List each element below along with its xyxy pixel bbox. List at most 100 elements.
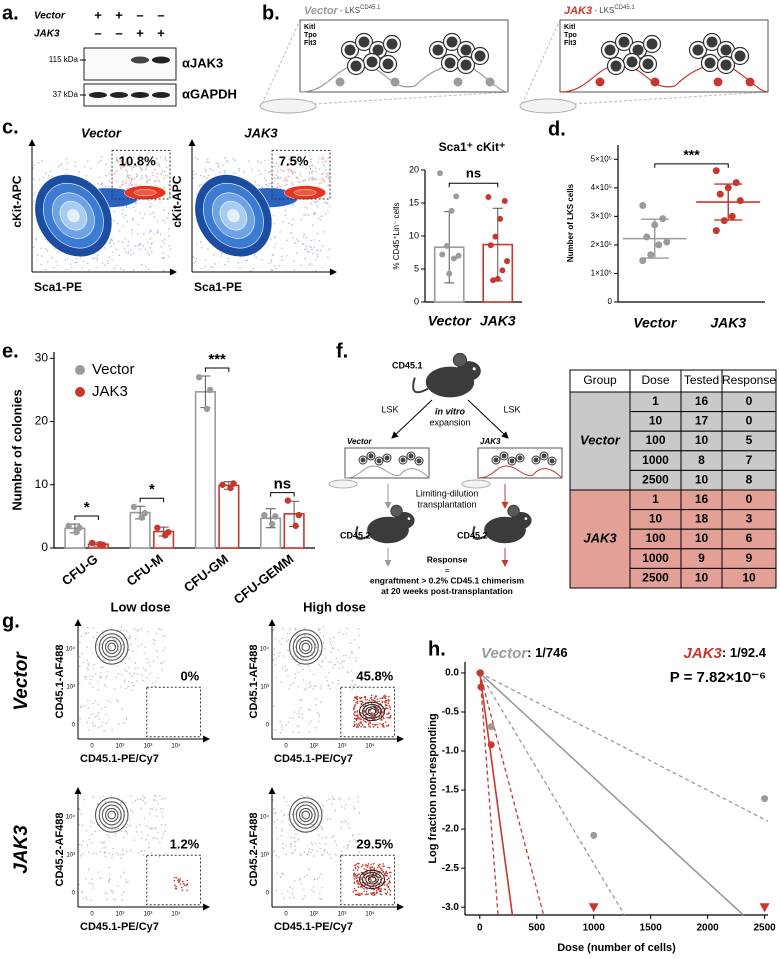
flow-event bbox=[131, 675, 133, 677]
flow-event bbox=[307, 795, 309, 797]
flow-event bbox=[300, 882, 303, 885]
flow-event bbox=[124, 668, 126, 671]
flow-event bbox=[115, 676, 118, 678]
flow-event bbox=[334, 664, 337, 666]
y-tick-label: 0 bbox=[41, 540, 48, 554]
flow-event bbox=[108, 866, 110, 869]
flow-event bbox=[86, 667, 88, 669]
flow-event bbox=[125, 168, 128, 171]
flow-event bbox=[261, 186, 263, 188]
table-value: 9 bbox=[746, 551, 753, 565]
flow-event bbox=[78, 807, 80, 810]
flow-event bbox=[307, 161, 310, 163]
flow-event bbox=[181, 889, 184, 892]
flow-event bbox=[372, 718, 375, 721]
flow-event bbox=[97, 688, 99, 691]
cell-nucleus bbox=[610, 60, 622, 72]
flow-event bbox=[85, 896, 87, 899]
flow-event bbox=[292, 218, 294, 220]
flow-event bbox=[281, 637, 284, 640]
flow-event bbox=[331, 797, 334, 800]
flow-event bbox=[282, 842, 284, 845]
flow-event bbox=[277, 819, 279, 821]
flow-event bbox=[146, 252, 149, 254]
flow-event bbox=[131, 650, 134, 652]
flow-event bbox=[273, 247, 275, 249]
flow-event bbox=[288, 824, 291, 826]
flow-event bbox=[379, 867, 382, 870]
flow-event bbox=[369, 697, 372, 700]
flow-event bbox=[92, 257, 94, 259]
cell-nucleus bbox=[549, 458, 555, 464]
flow-event bbox=[110, 238, 113, 240]
flow-event bbox=[357, 866, 360, 869]
flow-event bbox=[83, 676, 86, 678]
flow-event bbox=[96, 714, 99, 717]
flow-event bbox=[135, 183, 137, 186]
flow-event bbox=[361, 863, 364, 866]
flow-event bbox=[273, 808, 275, 810]
flow-event bbox=[155, 815, 158, 817]
flow-event bbox=[145, 163, 148, 166]
significance: * bbox=[84, 499, 90, 516]
data-point bbox=[728, 212, 736, 220]
flow-event bbox=[298, 709, 300, 712]
flow-event bbox=[286, 164, 289, 167]
table-value: 0 bbox=[746, 414, 753, 428]
flow-event bbox=[92, 702, 94, 705]
data-point bbox=[455, 252, 462, 259]
flow-event bbox=[377, 704, 380, 706]
dish-guide bbox=[261, 19, 509, 105]
flow-event bbox=[40, 263, 43, 266]
flow-event bbox=[145, 676, 148, 679]
flow-event bbox=[384, 704, 387, 707]
flow-event bbox=[146, 658, 148, 660]
flow-event bbox=[303, 233, 305, 236]
flow-event bbox=[377, 726, 379, 729]
flow-event bbox=[322, 853, 324, 856]
flow-event bbox=[162, 219, 165, 221]
y-tick-label: -0.5 bbox=[442, 707, 460, 718]
flow-event bbox=[53, 266, 55, 269]
flow-event bbox=[113, 210, 116, 213]
table-value: 7 bbox=[746, 453, 753, 467]
antibody-label: αJAK3 bbox=[182, 55, 223, 70]
flow-event bbox=[87, 664, 90, 666]
flow-event bbox=[148, 231, 151, 233]
flow-event bbox=[275, 658, 278, 660]
flow-event bbox=[174, 876, 176, 879]
flow-event bbox=[363, 890, 365, 892]
flow-event bbox=[137, 223, 140, 225]
table-value: 0 bbox=[746, 394, 753, 408]
flow-event bbox=[137, 232, 139, 235]
flow-event bbox=[292, 896, 295, 899]
flow-event bbox=[365, 864, 368, 867]
progenitor-curve bbox=[559, 64, 769, 93]
flow-tick-label: 10⁴ bbox=[171, 911, 181, 918]
flow-event bbox=[166, 217, 169, 219]
flow-event bbox=[384, 703, 387, 706]
flow-event bbox=[152, 160, 154, 163]
flow-event bbox=[110, 245, 112, 248]
flow-ylabel: cKit-APC bbox=[10, 175, 24, 227]
progenitor bbox=[650, 77, 660, 87]
flow-event bbox=[305, 245, 308, 248]
lane-sign: – bbox=[94, 25, 101, 40]
data-point bbox=[284, 497, 292, 504]
flow-event bbox=[321, 808, 324, 811]
flow-event bbox=[315, 704, 317, 706]
cell-nucleus bbox=[474, 50, 486, 62]
flow-event bbox=[354, 704, 357, 706]
flow-event bbox=[287, 721, 290, 723]
y-tick-label: -2.5 bbox=[442, 863, 460, 874]
mouse-ear bbox=[507, 504, 520, 518]
flow-event bbox=[375, 892, 378, 894]
flow-event bbox=[379, 893, 381, 895]
flow-event bbox=[315, 170, 318, 173]
flow-event bbox=[155, 162, 158, 164]
flow-event bbox=[269, 171, 272, 173]
flow-event bbox=[350, 669, 353, 672]
flow-event bbox=[86, 626, 89, 629]
flow-event bbox=[153, 794, 156, 797]
flow-event bbox=[152, 837, 154, 839]
